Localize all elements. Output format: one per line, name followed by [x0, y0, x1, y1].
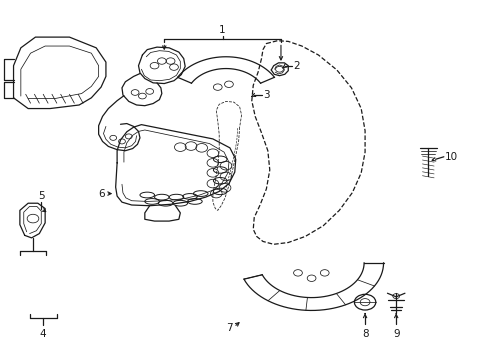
Text: 2: 2	[292, 62, 299, 71]
Text: 5: 5	[38, 191, 44, 201]
Text: 1: 1	[219, 25, 225, 35]
Text: 7: 7	[225, 323, 232, 333]
Text: 10: 10	[444, 152, 457, 162]
Text: 4: 4	[40, 329, 46, 339]
Text: 8: 8	[361, 329, 367, 339]
Text: 3: 3	[263, 90, 269, 100]
Text: 9: 9	[392, 329, 399, 339]
Text: 6: 6	[98, 189, 104, 199]
